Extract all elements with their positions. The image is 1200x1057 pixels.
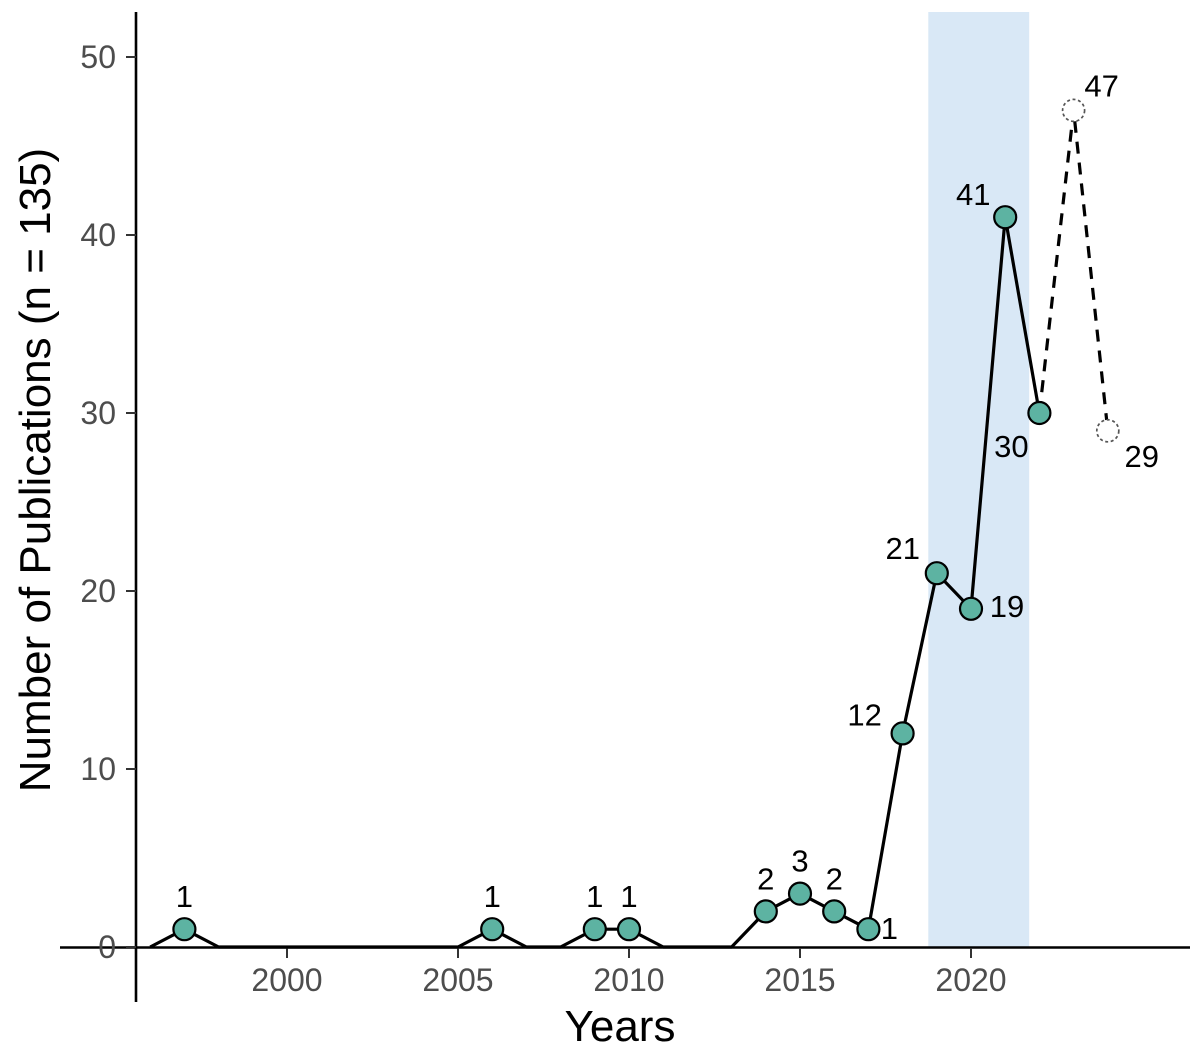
- x-tick-label: 2010: [593, 962, 664, 998]
- data-point-label: 47: [1084, 68, 1118, 103]
- data-point: [616, 917, 642, 942]
- x-tick-label: 2000: [251, 962, 322, 998]
- data-point: [890, 721, 915, 746]
- data-point: [582, 917, 607, 942]
- data-point: [480, 917, 505, 942]
- y-tick-label: 10: [80, 751, 116, 787]
- observed-series-line: [149, 215, 1041, 949]
- data-point: [753, 899, 778, 924]
- x-tick-label: 2005: [422, 962, 493, 998]
- data-point-label: 19: [990, 589, 1024, 624]
- highlight-band: [928, 12, 1030, 947]
- data-point-label: 3: [791, 844, 808, 879]
- y-tick-label: 40: [80, 217, 116, 253]
- y-tick-label: 0: [98, 929, 116, 965]
- y-tick-label: 50: [80, 39, 116, 75]
- data-point-label: 1: [881, 911, 898, 946]
- data-point-label: 1: [176, 879, 193, 914]
- x-tick-label: 2015: [764, 962, 835, 998]
- data-point-label: 1: [484, 879, 501, 914]
- y-tick-label: 20: [80, 573, 116, 609]
- data-point: [787, 881, 813, 906]
- x-axis-title: Years: [564, 1002, 676, 1051]
- data-point: [924, 561, 949, 586]
- y-axis-title: Number of Publications (n = 135): [11, 147, 60, 793]
- y-tick-label: 30: [80, 395, 116, 431]
- data-point: [172, 917, 197, 942]
- x-tick-label: 2020: [935, 962, 1006, 998]
- data-point: [856, 917, 881, 942]
- data-point-label: 29: [1125, 439, 1159, 474]
- data-point-label: 41: [956, 177, 990, 212]
- data-point-label: 1: [586, 879, 603, 914]
- data-point: [822, 899, 847, 924]
- projected-data-point: [1095, 418, 1120, 443]
- projected-data-point: [1061, 98, 1086, 123]
- data-point-label: 2: [757, 861, 774, 896]
- data-point: [958, 596, 984, 621]
- data-point-label: 30: [994, 429, 1028, 464]
- data-point: [993, 205, 1018, 230]
- data-point-label: 1: [620, 879, 637, 914]
- data-point-label: 21: [886, 531, 920, 566]
- data-point-label: 12: [847, 697, 881, 732]
- data-point: [1027, 400, 1052, 426]
- projected-series-line: [1037, 108, 1110, 431]
- data-point-label: 2: [826, 861, 843, 896]
